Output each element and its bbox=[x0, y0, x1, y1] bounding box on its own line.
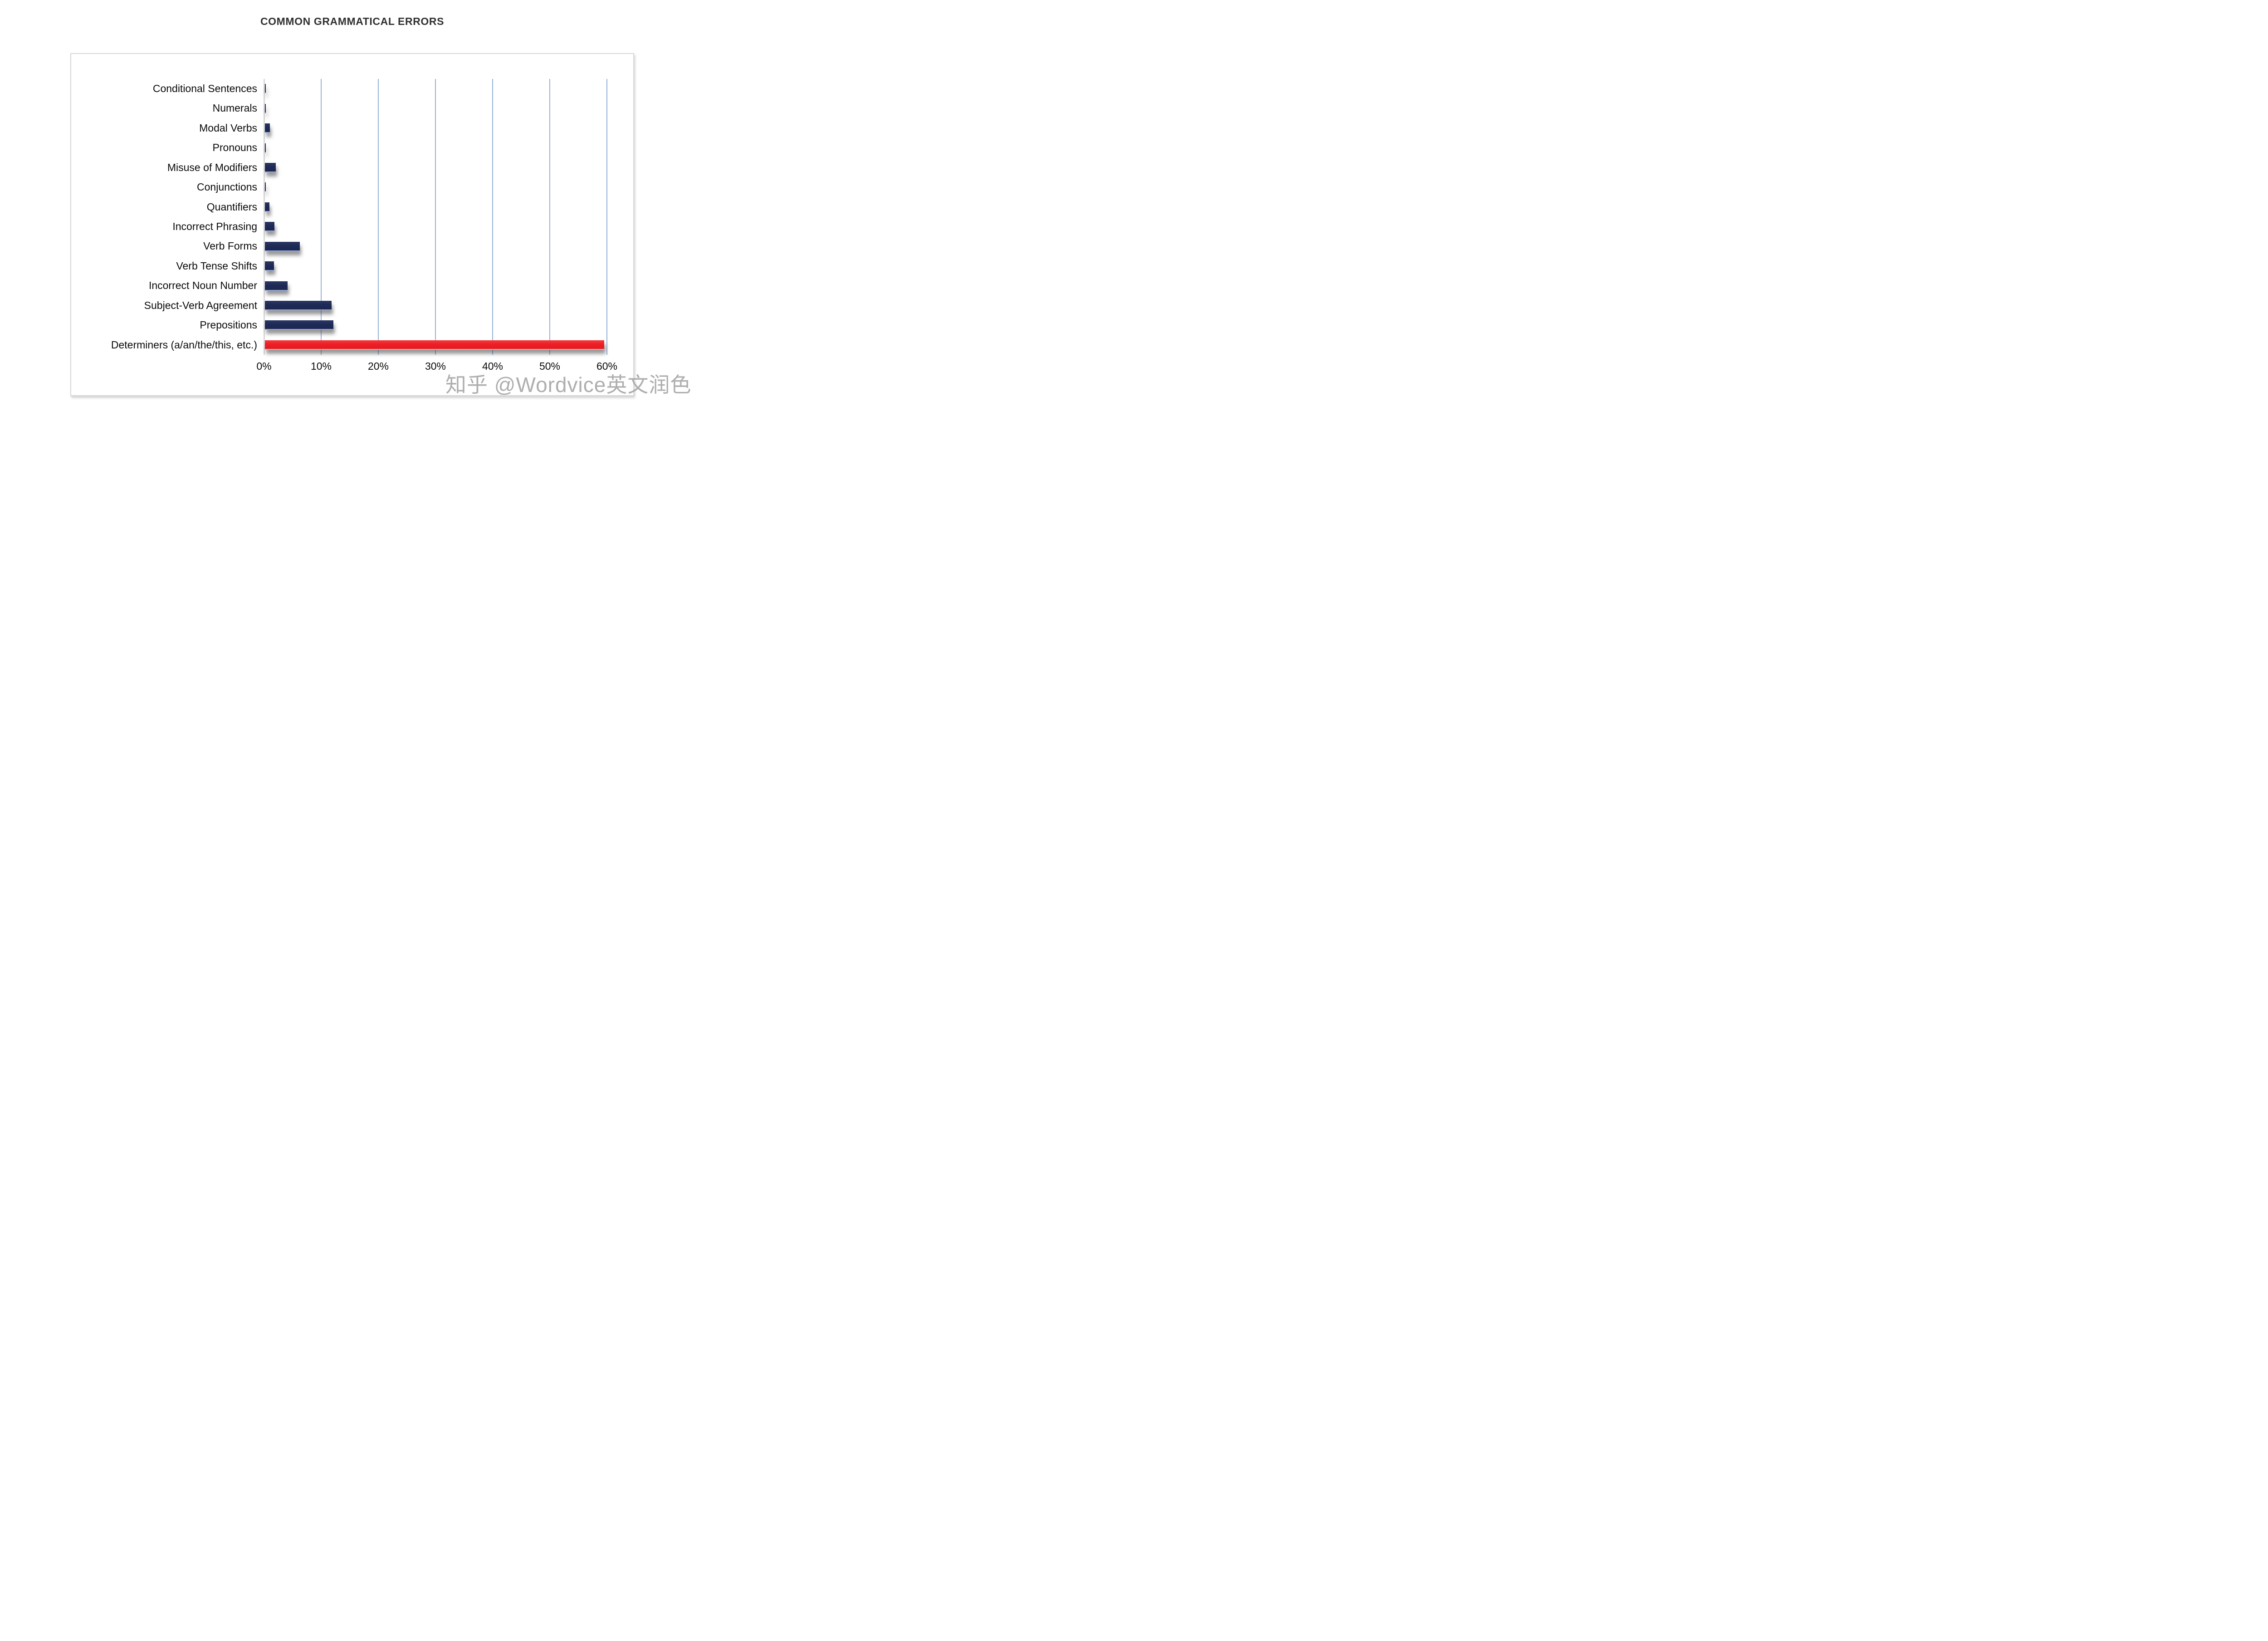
category-label: Subject-Verb Agreement bbox=[144, 299, 257, 311]
category-label: Pronouns bbox=[212, 142, 257, 154]
value-axis-baseline bbox=[264, 79, 265, 355]
bar bbox=[265, 143, 266, 153]
watermark: 知乎 @Wordvice英文润色 bbox=[445, 373, 692, 397]
gridline-40% bbox=[492, 79, 493, 355]
category-label: Quantifiers bbox=[206, 201, 257, 213]
x-axis-tick-label: 40% bbox=[482, 360, 503, 372]
x-axis-tick-label: 60% bbox=[596, 360, 618, 372]
gridline-10% bbox=[321, 79, 322, 355]
bar bbox=[265, 281, 288, 291]
bar bbox=[265, 182, 266, 192]
gridline-20% bbox=[378, 79, 379, 355]
category-label: Incorrect Phrasing bbox=[172, 220, 257, 232]
category-label: Determiners (a/an/the/this, etc.) bbox=[111, 338, 257, 351]
bar bbox=[265, 84, 266, 94]
bar bbox=[265, 123, 270, 133]
category-label: Verb Tense Shifts bbox=[176, 260, 257, 272]
bar bbox=[265, 300, 332, 310]
category-label: Conjunctions bbox=[197, 181, 257, 193]
bar bbox=[265, 320, 334, 330]
category-label: Verb Forms bbox=[203, 240, 257, 252]
bar bbox=[265, 103, 266, 113]
category-label: Numerals bbox=[212, 102, 257, 114]
category-label: Conditional Sentences bbox=[152, 83, 257, 94]
bar-highlighted bbox=[265, 340, 605, 350]
bar bbox=[265, 202, 270, 212]
x-axis-tick-label: 10% bbox=[310, 360, 332, 372]
x-axis-tick-label: 20% bbox=[367, 360, 389, 372]
gridline-30% bbox=[435, 79, 436, 355]
bar bbox=[265, 261, 274, 271]
category-label: Modal Verbs bbox=[199, 122, 257, 134]
x-axis-tick-label: 30% bbox=[425, 360, 446, 372]
chart-canvas: COMMON GRAMMATICAL ERRORS Conditional Se… bbox=[0, 0, 704, 410]
bar bbox=[265, 162, 276, 172]
chart-title: COMMON GRAMMATICAL ERRORS bbox=[260, 15, 445, 27]
category-label: Incorrect Noun Number bbox=[148, 279, 257, 292]
bar bbox=[265, 222, 275, 232]
category-label: Misuse of Modifiers bbox=[167, 161, 257, 173]
chart-panel: Conditional Sentences Numerals Modal Verbs… bbox=[70, 53, 634, 396]
gridline-60% bbox=[606, 79, 607, 355]
x-axis-tick-label: 50% bbox=[539, 360, 561, 372]
gridline-50% bbox=[549, 79, 550, 355]
category-label: Prepositions bbox=[200, 319, 257, 331]
x-axis-tick-label: 0% bbox=[256, 360, 272, 372]
bar bbox=[265, 241, 300, 251]
